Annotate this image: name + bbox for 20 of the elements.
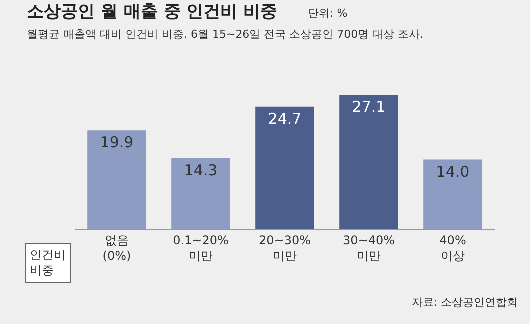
bar xyxy=(340,95,398,229)
x-tick-label: 20~30% 미만 xyxy=(259,233,311,263)
x-tick-label: 40% 이상 xyxy=(440,233,466,263)
x-tick-label: 0.1~20% 미만 xyxy=(173,233,229,263)
data-label: 14.3 xyxy=(184,161,218,180)
data-label: 27.1 xyxy=(352,98,386,116)
bar xyxy=(424,160,482,229)
x-tick-label: 30~40% 미만 xyxy=(343,233,395,263)
text: 자료: 소상공인연합회 xyxy=(412,296,518,309)
bar xyxy=(256,106,314,229)
chart-title: 소상공인 월 매출 중 인건비 비중 xyxy=(27,2,278,22)
bar xyxy=(172,158,230,229)
data-label: 19.9 xyxy=(100,134,134,152)
bar xyxy=(88,130,146,229)
data-label: 14.0 xyxy=(436,162,470,181)
data-label: 24.7 xyxy=(268,110,302,128)
chart-subtitle: 월평균 매출액 대비 인건비 비중. 6월 15~26일 전국 소상공인 700명 대상 조사. xyxy=(27,28,424,41)
x-axis-title: 인건비 비중 xyxy=(30,248,66,278)
x-tick-label: 없음 (0%) xyxy=(102,233,132,263)
text: 단위: % xyxy=(308,7,348,20)
